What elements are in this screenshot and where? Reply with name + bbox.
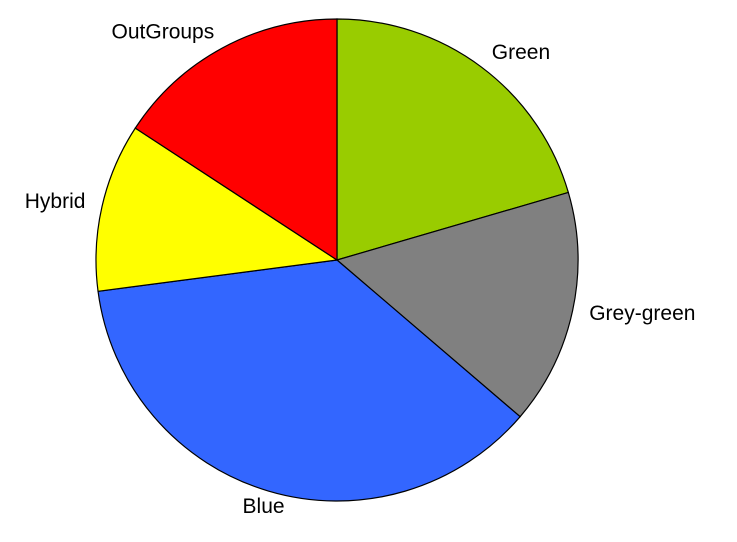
slice-label: Hybrid [25,190,86,213]
pie-slice [134,18,338,262]
pie-slice [97,259,521,502]
pie-slice [95,127,339,292]
slice-label: Green [492,41,550,64]
pie-slice [336,18,570,261]
slice-label: OutGroups [112,21,215,44]
slice-label: Grey-green [589,302,695,325]
slice-label: Blue [243,495,285,518]
pie-slice [335,191,579,418]
